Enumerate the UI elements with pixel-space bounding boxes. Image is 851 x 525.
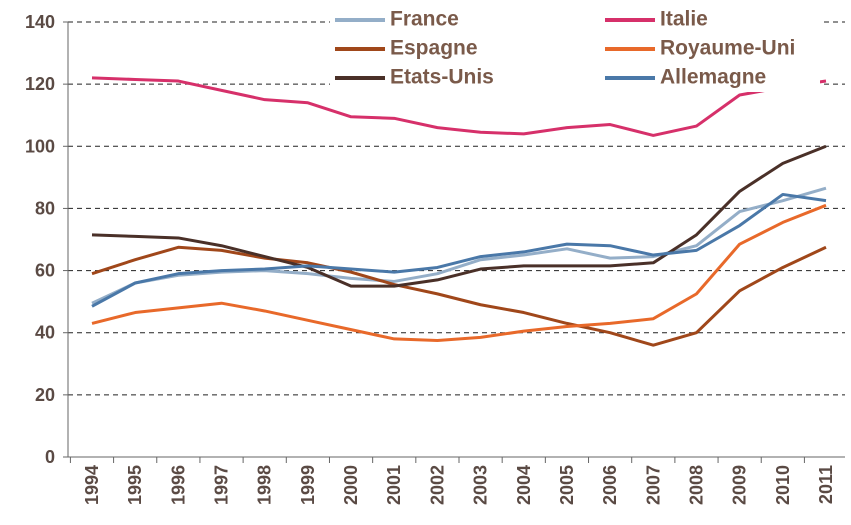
x-tick-label: 2008: [686, 465, 706, 505]
legend: France Italie Espagne Royaume-Uni Etats-Unis…: [330, 6, 820, 92]
series-line: [91, 203, 827, 342]
legend-label: Etats-Unis: [390, 66, 494, 89]
x-tick-label: 1995: [125, 465, 145, 505]
x-tick-label: 2010: [773, 465, 793, 505]
y-tick-label: 120: [25, 74, 55, 94]
series-line: [91, 186, 827, 305]
series-line: [91, 76, 827, 137]
y-tick-label: 40: [35, 323, 55, 343]
x-tick-label: 2002: [427, 465, 447, 505]
legend-bg: [330, 6, 820, 92]
y-tick-label: 0: [45, 447, 55, 467]
x-tick-label: 1997: [212, 465, 232, 505]
x-tick-label: 2007: [643, 465, 663, 505]
x-tick-label: 1999: [298, 465, 318, 505]
y-tick-label: 60: [35, 261, 55, 281]
x-tick-label: 2000: [341, 465, 361, 505]
legend-label: Espagne: [390, 37, 478, 60]
y-tick-label: 100: [25, 136, 55, 156]
x-tick-label: 2001: [384, 465, 404, 505]
x-tick-label: 2005: [557, 465, 577, 505]
y-tick-label: 140: [25, 12, 55, 32]
series-line: [91, 144, 827, 288]
x-tick-label: 1996: [168, 465, 188, 505]
legend-label: Italie: [660, 8, 708, 31]
legend-label: France: [390, 8, 459, 31]
legend-label: Allemagne: [660, 66, 766, 89]
y-tick-label: 20: [35, 385, 55, 405]
x-tick-label: 2011: [816, 465, 836, 504]
x-tick-label: 2003: [471, 465, 491, 505]
legend-label: Royaume-Uni: [660, 37, 795, 60]
series-line: [91, 245, 827, 347]
x-tick-label: 1998: [255, 465, 275, 505]
x-tick-label: 1994: [82, 465, 102, 505]
x-tick-label: 2004: [514, 465, 534, 505]
series-line: [91, 192, 827, 308]
x-tick-label: 2006: [600, 465, 620, 505]
y-tick-label: 80: [35, 198, 55, 218]
x-tick-label: 2009: [730, 465, 750, 505]
